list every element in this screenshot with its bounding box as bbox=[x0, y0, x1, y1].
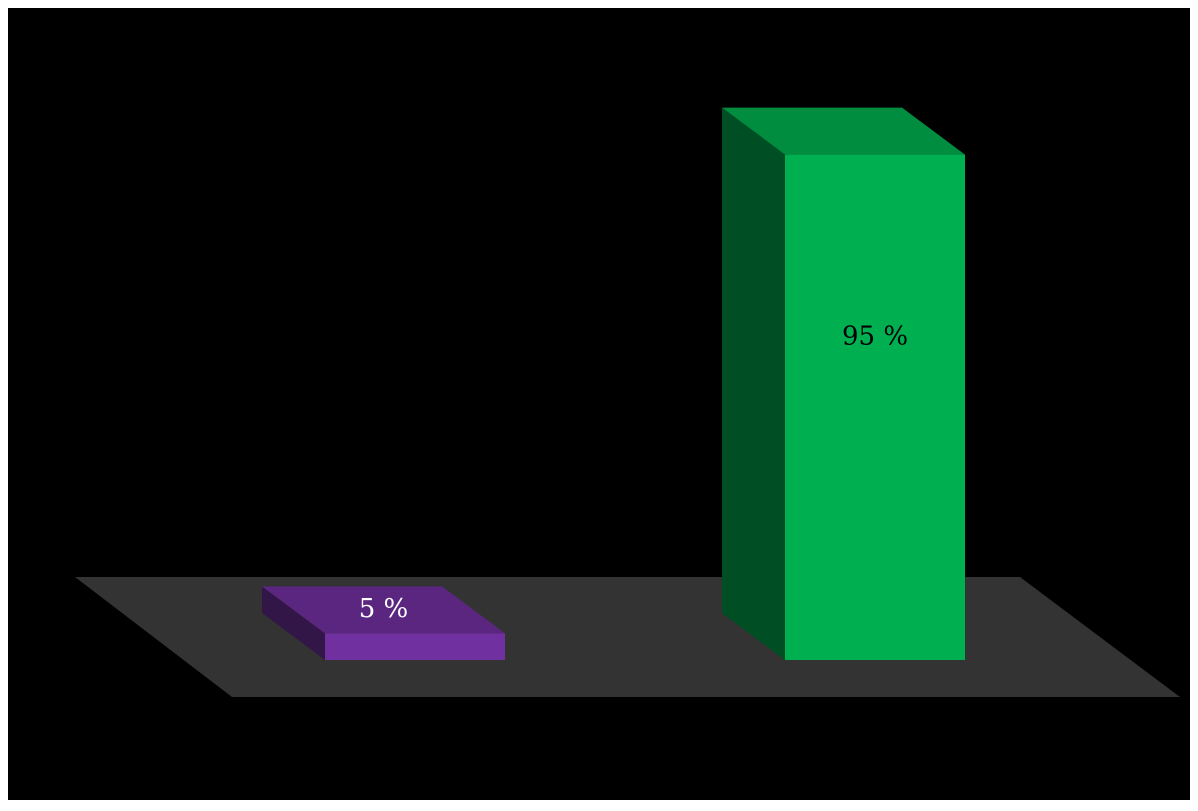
x-tick-label: زانکۆ حکومییەکان bbox=[720, 746, 939, 781]
bar-top bbox=[262, 586, 505, 634]
bar-front bbox=[785, 154, 965, 660]
floor bbox=[75, 577, 1180, 697]
bar-side bbox=[262, 586, 325, 660]
value-label: 5 % bbox=[359, 594, 409, 624]
x-tick-label: زانکۆ ئەهلییەکان bbox=[269, 746, 472, 781]
value-label: 95 % bbox=[842, 321, 908, 351]
bar-front bbox=[325, 633, 505, 660]
bar-top bbox=[722, 107, 965, 155]
bar-side bbox=[722, 107, 785, 661]
